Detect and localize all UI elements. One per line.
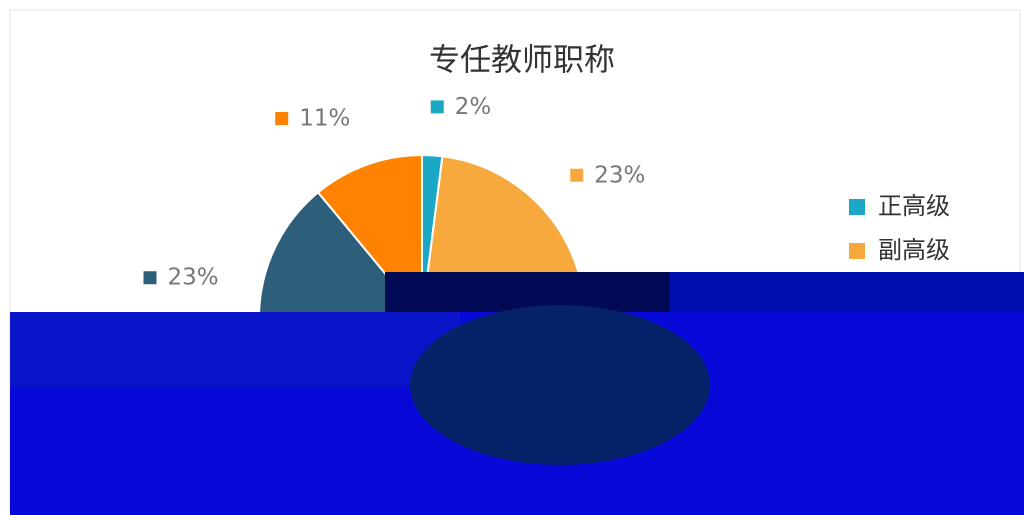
label-marker <box>275 112 289 126</box>
legend-swatch <box>849 199 865 215</box>
chart-title: 专任教师职称 <box>429 43 615 79</box>
legend-swatch <box>849 243 865 259</box>
legend-label: 正高级 <box>878 192 950 220</box>
data-label: 23% <box>167 265 218 291</box>
legend-label: 副高级 <box>878 236 950 264</box>
data-label: 11% <box>299 106 350 132</box>
data-label: 2% <box>455 94 492 120</box>
data-label: 23% <box>594 162 645 188</box>
data-labels: 2% 23% 23% 11% <box>143 94 645 291</box>
label-marker <box>430 100 444 114</box>
label-marker <box>143 271 157 285</box>
screen-artifact <box>10 272 1024 515</box>
label-marker <box>570 168 584 182</box>
